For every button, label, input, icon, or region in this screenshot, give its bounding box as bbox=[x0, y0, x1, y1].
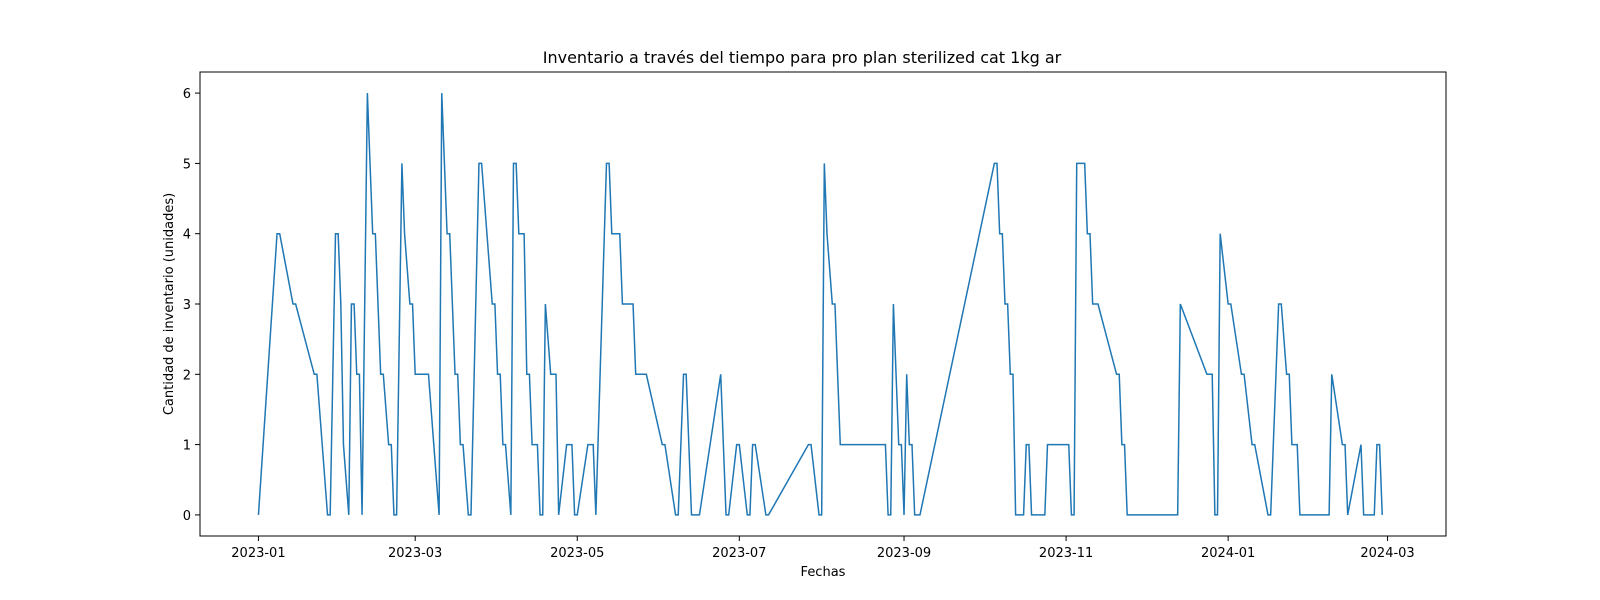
x-tick-label: 2024-03 bbox=[1360, 546, 1414, 561]
y-tick-label: 1 bbox=[183, 439, 191, 454]
y-axis: 0 1 2 3 4 5 6 bbox=[183, 87, 200, 524]
series-layer bbox=[257, 93, 1383, 516]
y-tick-label: 2 bbox=[183, 368, 191, 383]
y-tick-label: 3 bbox=[183, 298, 191, 313]
x-tick-label: 2023-05 bbox=[550, 546, 604, 561]
x-axis: 2023-01 2023-03 2023-05 2023-07 2023-09 2023-… bbox=[231, 536, 1415, 561]
y-tick-label: 6 bbox=[183, 87, 191, 102]
x-axis-title: Fechas bbox=[801, 565, 846, 580]
y-tick-label: 0 bbox=[183, 509, 191, 524]
y-tick-label: 5 bbox=[183, 157, 191, 172]
y-axis-title: Cantidad de inventario (unidades) bbox=[162, 193, 177, 415]
x-tick-label: 2023-07 bbox=[712, 546, 766, 561]
x-tick-label: 2023-03 bbox=[388, 546, 442, 561]
chart-title: Inventario a través del tiempo para pro … bbox=[543, 48, 1062, 67]
x-tick-label: 2023-01 bbox=[231, 546, 285, 561]
x-tick-label: 2024-01 bbox=[1201, 546, 1255, 561]
x-tick-label: 2023-09 bbox=[877, 546, 931, 561]
x-tick-label: 2023-11 bbox=[1039, 546, 1093, 561]
y-tick-label: 4 bbox=[183, 228, 191, 243]
series-line bbox=[257, 93, 1383, 516]
